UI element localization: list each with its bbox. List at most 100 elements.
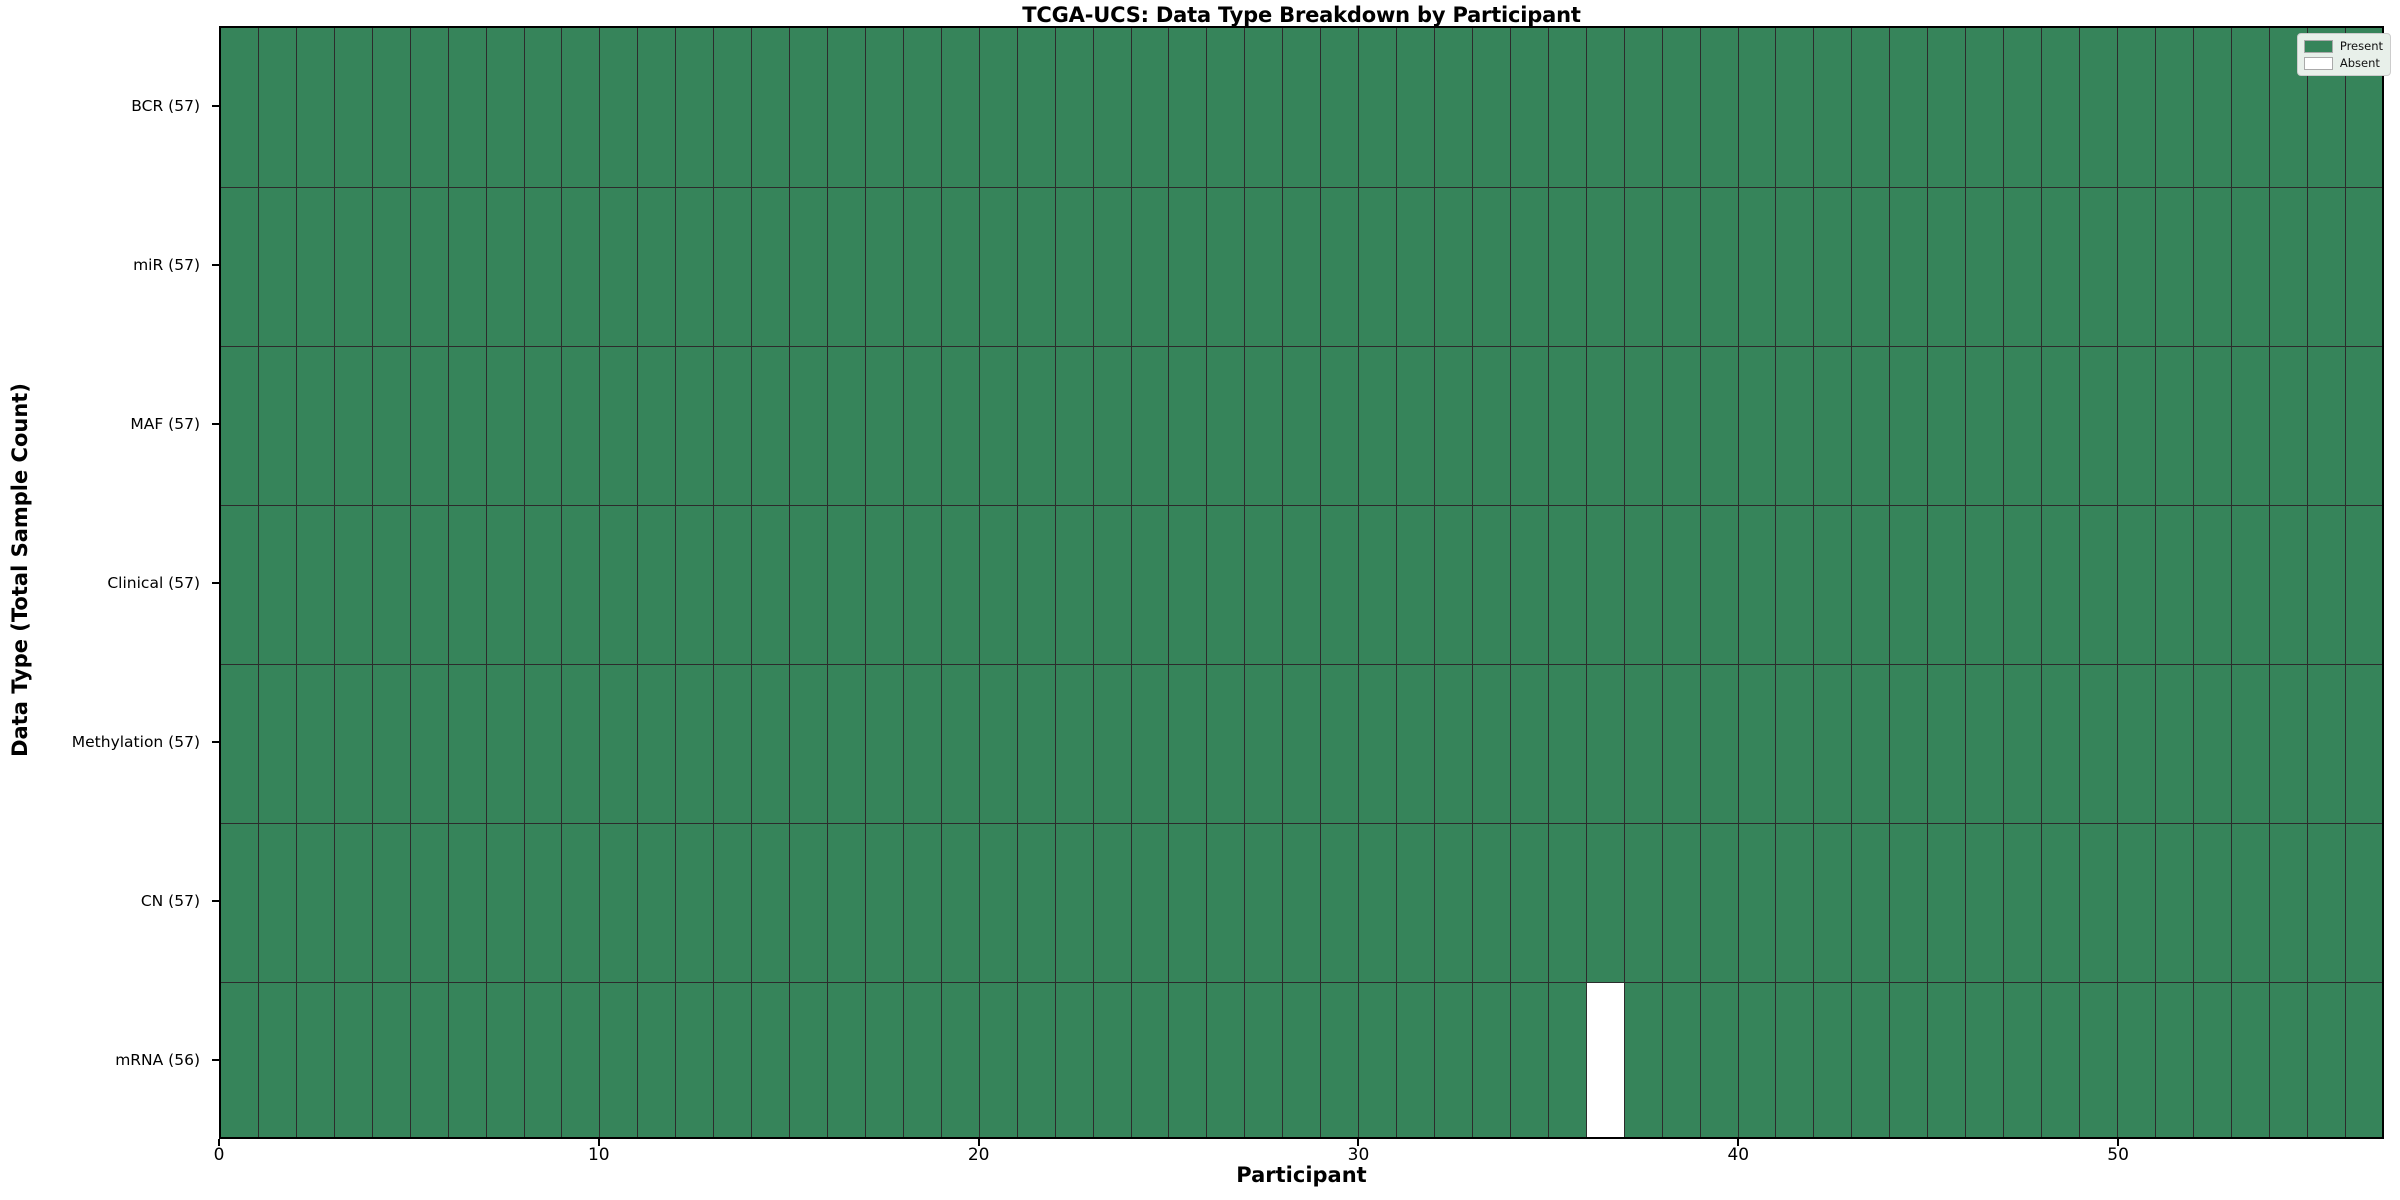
- heatmap-cell-present[interactable]: [2231, 982, 2270, 1137]
- heatmap-cell-present[interactable]: [1928, 28, 1967, 187]
- heatmap-cell-present[interactable]: [941, 982, 980, 1137]
- heatmap-cell-present[interactable]: [1359, 346, 1398, 505]
- heatmap-cell-present[interactable]: [1397, 505, 1435, 664]
- heatmap-cell-present[interactable]: [903, 982, 942, 1137]
- heatmap-cell-present[interactable]: [1093, 346, 1132, 505]
- heatmap-cell-present[interactable]: [600, 505, 639, 664]
- heatmap-cell-present[interactable]: [1700, 28, 1739, 187]
- heatmap-cell-present[interactable]: [2307, 664, 2346, 823]
- heatmap-cell-present[interactable]: [1662, 346, 1701, 505]
- heatmap-cell-present[interactable]: [1397, 823, 1435, 982]
- heatmap-cell-present[interactable]: [1359, 823, 1398, 982]
- heatmap-cell-present[interactable]: [903, 28, 942, 187]
- heatmap-cell-present[interactable]: [1169, 505, 1208, 664]
- heatmap-cell-present[interactable]: [1359, 664, 1398, 823]
- heatmap-cell-present[interactable]: [600, 823, 639, 982]
- heatmap-cell-present[interactable]: [448, 505, 487, 664]
- heatmap-cell-present[interactable]: [1397, 187, 1435, 346]
- heatmap-cell-present[interactable]: [2269, 982, 2308, 1137]
- heatmap-cell-present[interactable]: [1131, 346, 1170, 505]
- heatmap-cell-present[interactable]: [1472, 982, 1511, 1137]
- heatmap-cell-present[interactable]: [2079, 187, 2118, 346]
- heatmap-cell-present[interactable]: [1207, 823, 1246, 982]
- heatmap-cell-present[interactable]: [1017, 187, 1056, 346]
- heatmap-cell-present[interactable]: [524, 823, 563, 982]
- heatmap-cell-present[interactable]: [1055, 505, 1094, 664]
- heatmap-cell-present[interactable]: [1017, 823, 1056, 982]
- heatmap-cell-present[interactable]: [410, 823, 449, 982]
- heatmap-cell-present[interactable]: [1472, 505, 1511, 664]
- heatmap-cell-present[interactable]: [1131, 823, 1170, 982]
- heatmap-cell-present[interactable]: [334, 346, 373, 505]
- heatmap-cell-present[interactable]: [865, 982, 904, 1137]
- heatmap-cell-present[interactable]: [1472, 664, 1511, 823]
- heatmap-cell-present[interactable]: [2042, 187, 2080, 346]
- heatmap-cell-present[interactable]: [258, 505, 297, 664]
- heatmap-cell-present[interactable]: [296, 982, 335, 1137]
- heatmap-cell-present[interactable]: [638, 982, 677, 1137]
- heatmap-cell-present[interactable]: [1510, 28, 1549, 187]
- heatmap-cell-present[interactable]: [1738, 664, 1777, 823]
- heatmap-cell-present[interactable]: [2004, 346, 2042, 505]
- heatmap-cell-present[interactable]: [410, 346, 449, 505]
- heatmap-cell-present[interactable]: [2155, 982, 2194, 1137]
- heatmap-cell-present[interactable]: [1662, 823, 1701, 982]
- heatmap-cell-present[interactable]: [1738, 346, 1777, 505]
- heatmap-cell-present[interactable]: [1017, 664, 1056, 823]
- heatmap-cell-present[interactable]: [1510, 187, 1549, 346]
- heatmap-cell-present[interactable]: [1321, 346, 1360, 505]
- heatmap-cell-present[interactable]: [410, 664, 449, 823]
- heatmap-cell-present[interactable]: [524, 505, 563, 664]
- heatmap-cell-present[interactable]: [979, 982, 1018, 1137]
- heatmap-cell-present[interactable]: [1662, 28, 1701, 187]
- heatmap-cell-present[interactable]: [1890, 823, 1929, 982]
- heatmap-cell-present[interactable]: [1055, 823, 1094, 982]
- heatmap-cell-present[interactable]: [1624, 664, 1663, 823]
- heatmap-cell-present[interactable]: [903, 187, 942, 346]
- heatmap-cell-present[interactable]: [979, 28, 1018, 187]
- heatmap-cell-present[interactable]: [562, 346, 601, 505]
- heatmap-cell-present[interactable]: [2004, 187, 2042, 346]
- heatmap-cell-present[interactable]: [448, 187, 487, 346]
- heatmap-cell-present[interactable]: [600, 28, 639, 187]
- heatmap-cell-present[interactable]: [752, 187, 791, 346]
- heatmap-cell-present[interactable]: [1207, 664, 1246, 823]
- heatmap-cell-present[interactable]: [1510, 982, 1549, 1137]
- heatmap-cell-present[interactable]: [1131, 664, 1170, 823]
- heatmap-cell-present[interactable]: [1435, 187, 1473, 346]
- heatmap-cell-present[interactable]: [2117, 505, 2156, 664]
- heatmap-cell-present[interactable]: [2155, 346, 2194, 505]
- heatmap-cell-present[interactable]: [941, 664, 980, 823]
- heatmap-cell-present[interactable]: [979, 346, 1018, 505]
- heatmap-cell-present[interactable]: [448, 982, 487, 1137]
- heatmap-cell-present[interactable]: [1283, 346, 1322, 505]
- heatmap-cell-present[interactable]: [1245, 982, 1284, 1137]
- heatmap-cell-present[interactable]: [524, 187, 563, 346]
- heatmap-cell-present[interactable]: [1472, 28, 1511, 187]
- heatmap-cell-present[interactable]: [2004, 28, 2042, 187]
- heatmap-cell-present[interactable]: [752, 346, 791, 505]
- heatmap-cell-present[interactable]: [1890, 346, 1929, 505]
- heatmap-cell-present[interactable]: [941, 505, 980, 664]
- heatmap-cell-present[interactable]: [2042, 982, 2080, 1137]
- heatmap-cell-present[interactable]: [828, 505, 866, 664]
- heatmap-cell-present[interactable]: [410, 187, 449, 346]
- heatmap-cell-absent[interactable]: [1586, 982, 1625, 1137]
- heatmap-cell-present[interactable]: [2193, 187, 2232, 346]
- heatmap-cell-present[interactable]: [2117, 664, 2156, 823]
- heatmap-cell-present[interactable]: [865, 823, 904, 982]
- heatmap-cell-present[interactable]: [1321, 505, 1360, 664]
- heatmap-cell-present[interactable]: [790, 664, 828, 823]
- heatmap-cell-present[interactable]: [1700, 823, 1739, 982]
- heatmap-cell-present[interactable]: [1017, 982, 1056, 1137]
- heatmap-cell-present[interactable]: [258, 187, 297, 346]
- heatmap-cell-present[interactable]: [979, 187, 1018, 346]
- heatmap-cell-present[interactable]: [1283, 664, 1322, 823]
- heatmap-cell-present[interactable]: [1548, 505, 1587, 664]
- heatmap-cell-present[interactable]: [372, 187, 411, 346]
- heatmap-cell-present[interactable]: [1548, 823, 1587, 982]
- heatmap-cell-present[interactable]: [1435, 982, 1473, 1137]
- heatmap-cell-present[interactable]: [714, 823, 753, 982]
- heatmap-cell-present[interactable]: [1131, 187, 1170, 346]
- heatmap-cell-present[interactable]: [1624, 187, 1663, 346]
